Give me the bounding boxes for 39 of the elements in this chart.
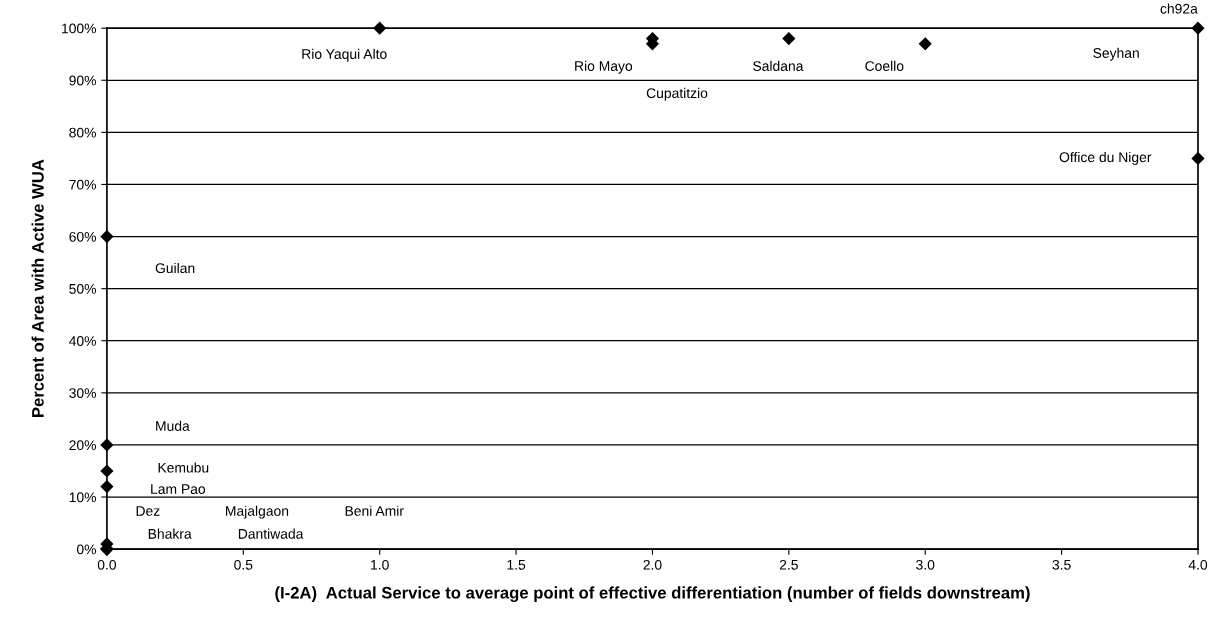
x-tick-label: 0.5 [234, 559, 253, 570]
y-tick-label: 30% [69, 388, 97, 398]
annotation: Office du Niger [1059, 151, 1152, 165]
annotation: Dez [136, 506, 160, 516]
annotation: Guilan [155, 262, 195, 274]
annotation: Cupatitzio [646, 87, 708, 101]
y-axis-title: Percent of Area with Active WUA [31, 159, 44, 418]
x-tick-label: 3.0 [916, 559, 935, 570]
annotation: Dantiwada [238, 528, 304, 539]
x-tick-label: 3.5 [1052, 559, 1071, 570]
x-tick-label: 2.5 [779, 559, 798, 570]
y-tick-label: 70% [69, 179, 97, 190]
x-axis-title: (I-2A) Actual Service to average point of effective differentiation (number of fields downstream) [275, 586, 1030, 602]
annotation: Coello [865, 60, 904, 71]
annotation: Beni Amir [345, 505, 404, 516]
y-tick-label: 50% [69, 283, 97, 294]
x-tick-label: 1.5 [507, 560, 526, 570]
x-tick-label: 2.0 [643, 559, 662, 570]
annotation: Lam Pao [151, 484, 206, 494]
y-tick-label: 80% [69, 127, 97, 138]
y-tick-label: 20% [69, 440, 97, 451]
y-tick-label: 40% [69, 336, 97, 346]
annotation: Bhakra [148, 528, 192, 539]
annotation: Seyhan [1093, 47, 1139, 61]
x-tick-label: 4.0 [1188, 559, 1208, 570]
x-tick-label: 1.0 [371, 559, 389, 570]
y-tick-label: 90% [69, 75, 97, 86]
annotation: Majalgaon [226, 505, 289, 519]
x-tick-label: 0.0 [97, 559, 117, 570]
text: ch92a [1160, 3, 1198, 14]
annotation: Muda [156, 420, 190, 431]
y-tick-label: 0% [76, 544, 97, 555]
y-tick-label: 60% [69, 231, 97, 242]
y-tick-label: 100% [62, 23, 97, 34]
annotation: Saldana [753, 60, 804, 71]
y-tick-label: 10% [69, 492, 97, 503]
annotation: Kemubu [158, 462, 209, 473]
annotation: Rio Mayo [575, 60, 633, 74]
annotation: Rio Yaqui Alto [302, 48, 387, 62]
